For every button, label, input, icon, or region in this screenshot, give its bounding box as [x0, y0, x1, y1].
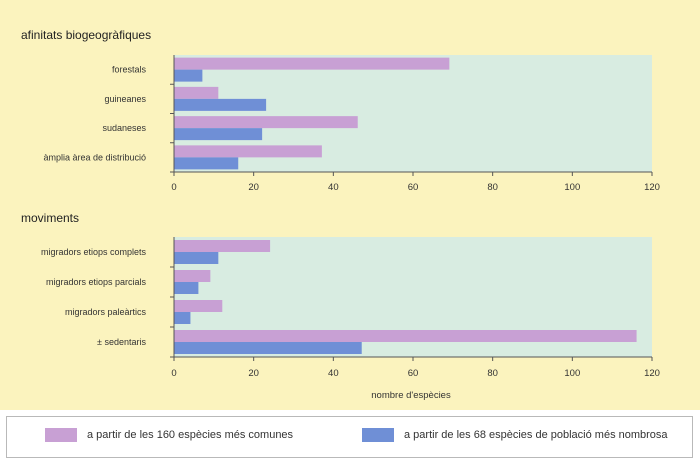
- bar-series1: [174, 240, 271, 252]
- category-label: ± sedentaris: [97, 337, 146, 347]
- x-tick-label: 60: [408, 368, 419, 379]
- category-label: guineanes: [104, 94, 146, 104]
- category-label: forestals: [112, 65, 147, 75]
- x-tick-label: 80: [487, 368, 498, 379]
- x-tick-label: 120: [644, 368, 660, 379]
- bar-series1: [174, 270, 211, 282]
- x-tick-label: 80: [487, 182, 498, 193]
- x-tick-label: 120: [644, 182, 660, 193]
- chart-title-1: afinitats biogeogràfiques: [21, 28, 151, 42]
- legend-swatch-2: [362, 428, 394, 442]
- bar-series2: [174, 252, 219, 264]
- bar-series2: [174, 342, 362, 354]
- bar-series1: [174, 57, 450, 70]
- category-label: migradors paleàrtics: [65, 307, 147, 317]
- legend: a partir de les 160 espècies més comunes…: [6, 416, 693, 458]
- x-tick-label: 0: [171, 182, 176, 193]
- chart-title-2: moviments: [21, 211, 79, 225]
- x-tick-label: 100: [564, 182, 580, 193]
- x-tick-label: 0: [171, 368, 176, 379]
- legend-label-2: a partir de les 68 espècies de població …: [404, 429, 668, 441]
- bar-series2: [174, 69, 203, 82]
- bar-series2: [174, 128, 263, 141]
- bar-series1: [174, 145, 322, 158]
- bar-series1: [174, 330, 637, 342]
- category-label: migradors etiops complets: [41, 247, 147, 257]
- category-label: sudaneses: [102, 123, 146, 133]
- bar-series2: [174, 282, 199, 294]
- legend-item-1: a partir de les 160 espècies més comunes: [45, 428, 293, 442]
- legend-label-1: a partir de les 160 espècies més comunes: [87, 429, 294, 441]
- x-tick-label: 60: [408, 182, 419, 193]
- legend-swatch-1: [45, 428, 77, 442]
- bar-series2: [174, 98, 267, 111]
- x-tick-label: 20: [248, 182, 259, 193]
- category-label: migradors etiops parcials: [46, 277, 147, 287]
- x-tick-label: 40: [328, 368, 339, 379]
- x-tick-label: 100: [564, 368, 580, 379]
- x-tick-label: 20: [248, 368, 259, 379]
- legend-item-2: a partir de les 68 espècies de població …: [362, 428, 668, 442]
- bar-series1: [174, 116, 358, 129]
- x-tick-label: 40: [328, 182, 339, 193]
- x-axis-label: nombre d'espècies: [371, 390, 451, 401]
- bar-series1: [174, 86, 219, 99]
- bar-series2: [174, 312, 191, 324]
- bar-series2: [174, 157, 239, 170]
- bar-series1: [174, 300, 223, 312]
- category-label: àmplia àrea de distribució: [43, 152, 146, 162]
- charts-canvas: afinitats biogeogràfiques 0 20 40 60 80 100 120…: [21, 28, 660, 401]
